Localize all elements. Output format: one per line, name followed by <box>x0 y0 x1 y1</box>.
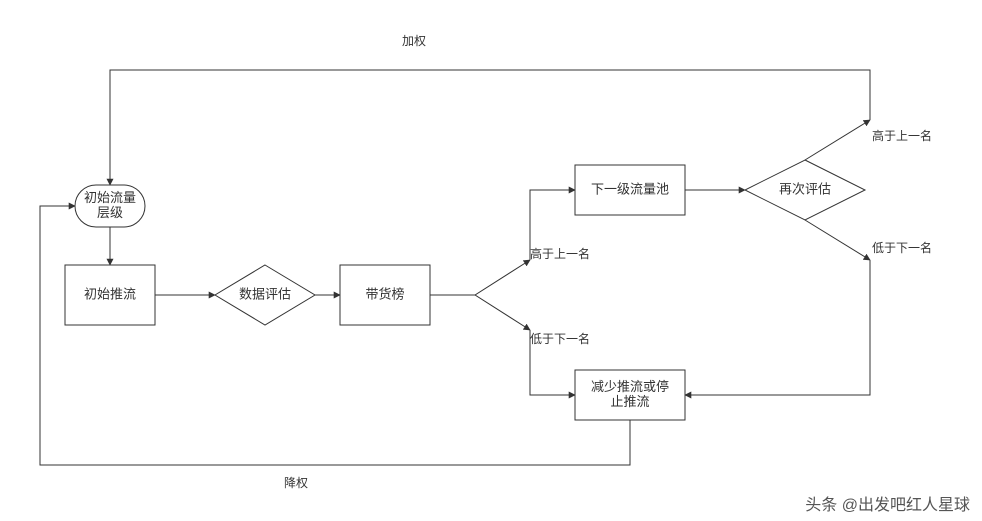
node-eval2: 再次评估 <box>745 160 865 220</box>
edges-layer: 高于上一名低于下一名高于上一名低于下一名加权降权 <box>40 34 932 490</box>
node-label-eval2-line0: 再次评估 <box>779 181 831 196</box>
edge-label-eval2-to-low: 低于下一名 <box>872 240 932 255</box>
node-start: 初始流量层级 <box>75 185 145 227</box>
edge-ranking-to-up <box>430 260 530 295</box>
node-label-stoppush-line0: 减少推流或停 <box>591 379 669 394</box>
node-label-eval1-line0: 数据评估 <box>239 286 291 301</box>
flowchart-canvas: 高于上一名低于下一名高于上一名低于下一名加权降权 初始流量层级初始推流数据评估带… <box>0 0 982 521</box>
node-label-stoppush-line1: 止推流 <box>610 394 649 409</box>
node-label-start-line1: 层级 <box>97 205 123 220</box>
edge-low-to-stoppush <box>685 260 870 395</box>
edge-label-stoppush-feedback: 降权 <box>284 476 308 490</box>
edge-ranking-to-down <box>430 295 530 330</box>
node-label-initpush-line0: 初始推流 <box>84 286 136 301</box>
edge-label-ranking-to-up: 高于上一名 <box>530 246 590 261</box>
node-label-start-line0: 初始流量 <box>84 190 136 205</box>
node-ranking: 带货榜 <box>340 265 430 325</box>
node-initpush: 初始推流 <box>65 265 155 325</box>
node-stoppush: 减少推流或停止推流 <box>575 370 685 420</box>
edge-eval2-to-high <box>805 120 870 160</box>
node-label-ranking-line0: 带货榜 <box>365 286 404 301</box>
nodes-layer: 初始流量层级初始推流 数据评估 带货榜 下一级流量池 再次评估减少推流或停止推流 <box>65 160 865 420</box>
edge-high-feedback <box>110 70 870 185</box>
edge-label-high-feedback: 加权 <box>402 34 426 48</box>
edge-label-ranking-to-down: 低于下一名 <box>530 331 590 346</box>
node-nextpool: 下一级流量池 <box>575 165 685 215</box>
edge-eval2-to-low <box>805 220 870 260</box>
watermark-text: 头条 @出发吧红人星球 <box>805 496 970 514</box>
edge-label-eval2-to-high: 高于上一名 <box>872 128 932 143</box>
node-eval1: 数据评估 <box>215 265 315 325</box>
node-label-nextpool-line0: 下一级流量池 <box>591 181 669 196</box>
